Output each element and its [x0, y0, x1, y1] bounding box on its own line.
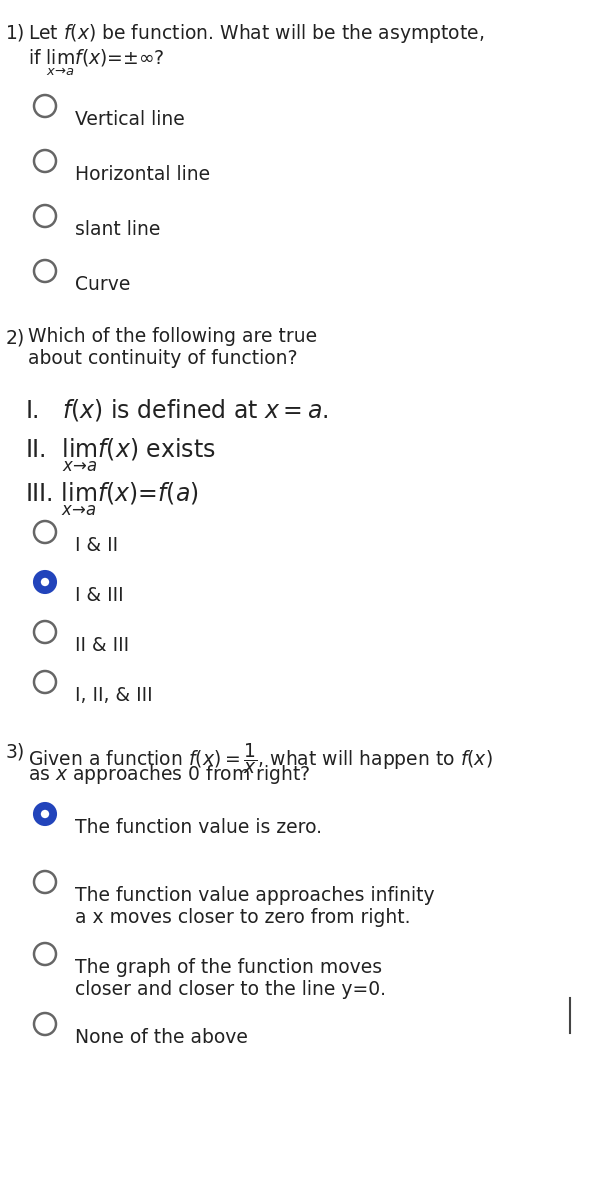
Text: $\mathbf{\mathit{1)}}$: $\mathbf{\mathit{1)}}$ [5, 22, 25, 43]
Text: Horizontal line: Horizontal line [75, 164, 210, 184]
Circle shape [41, 810, 49, 818]
Text: $\mathbf{\mathit{2)}}$: $\mathbf{\mathit{2)}}$ [5, 326, 25, 348]
Text: a x moves closer to zero from right.: a x moves closer to zero from right. [75, 908, 410, 926]
Circle shape [41, 578, 49, 586]
Text: Given a function $f(x) = \dfrac{1}{x}$, what will happen to $f(x)$: Given a function $f(x) = \dfrac{1}{x}$, … [28, 740, 493, 776]
Text: Let $f(x)$ be function. What will be the asymptote,: Let $f(x)$ be function. What will be the… [28, 22, 484, 44]
Text: II & III: II & III [75, 636, 129, 655]
Text: closer and closer to the line y=0.: closer and closer to the line y=0. [75, 980, 386, 998]
Text: The function value is zero.: The function value is zero. [75, 818, 322, 838]
Text: I, II, & III: I, II, & III [75, 686, 153, 704]
Text: I & III: I & III [75, 586, 124, 605]
Text: I & II: I & II [75, 536, 118, 554]
Text: None of the above: None of the above [75, 1028, 248, 1046]
Text: as $x$ approaches 0 from right?: as $x$ approaches 0 from right? [28, 763, 310, 786]
Text: The graph of the function moves: The graph of the function moves [75, 958, 382, 977]
Circle shape [34, 803, 56, 826]
Text: I.   $f(x)$ is defined at $x = a.$: I. $f(x)$ is defined at $x = a.$ [25, 397, 329, 422]
Text: II.  $\lim_{x \to a} f(x)$ exists: II. $\lim_{x \to a} f(x)$ exists [25, 437, 216, 474]
Text: if $\lim_{x \to a} f(x) = \pm\infty$?: if $\lim_{x \to a} f(x) = \pm\infty$? [28, 48, 165, 78]
Text: Which of the following are true: Which of the following are true [28, 326, 317, 346]
Text: Vertical line: Vertical line [75, 110, 185, 128]
Text: III. $\lim_{x \to a} f(x) = f(a)$: III. $\lim_{x \to a} f(x) = f(a)$ [25, 481, 199, 518]
Text: Curve: Curve [75, 275, 130, 294]
Text: The function value approaches infinity: The function value approaches infinity [75, 886, 435, 905]
Text: about continuity of function?: about continuity of function? [28, 349, 297, 368]
Text: $\mathbf{\mathit{3)}}$: $\mathbf{\mathit{3)}}$ [5, 740, 25, 762]
Text: slant line: slant line [75, 220, 160, 239]
Circle shape [34, 571, 56, 593]
